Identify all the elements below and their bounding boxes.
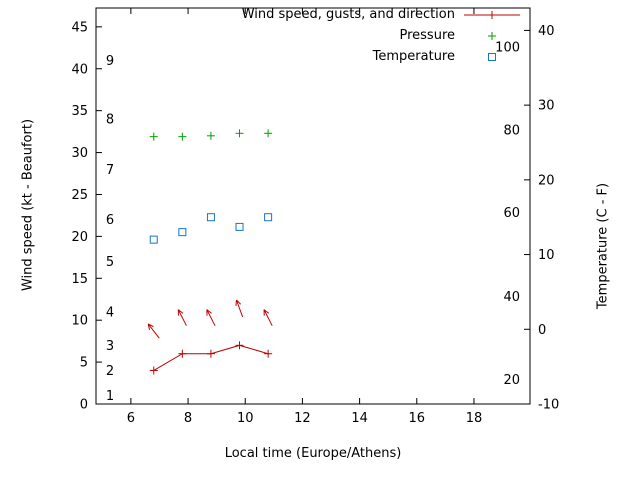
beaufort-label: 6: [106, 213, 114, 228]
left-y-tick-label: 35: [71, 104, 88, 119]
temperature-marker: [235, 222, 244, 231]
x-tick-label: 6: [127, 411, 135, 426]
right-y-axis-label: Temperature (C - F): [595, 182, 611, 310]
legend-item-pressure: Pressure: [399, 28, 455, 43]
right-y-tick-label: 10: [538, 248, 555, 263]
left-y-tick-label: 5: [80, 356, 88, 371]
beaufort-label: 4: [106, 305, 114, 320]
x-tick-label: 16: [409, 411, 426, 426]
x-tick-label: 14: [351, 411, 368, 426]
right-y-tick-label: 20: [538, 173, 555, 188]
beaufort-label: 1: [106, 389, 114, 404]
wind-arrow: [147, 323, 160, 339]
beaufort-label: 8: [106, 113, 114, 128]
right-y-tick-label: 0: [538, 323, 546, 338]
left-y-tick-label: 10: [71, 314, 88, 329]
beaufort-label: 3: [106, 339, 114, 354]
wind-arrow-head: [147, 323, 154, 328]
right-y-tick-label: 40: [538, 24, 555, 39]
plot-border: [95, 7, 531, 405]
legend-item-temperature: Temperature: [372, 49, 455, 64]
x-tick-label: 18: [466, 411, 483, 426]
right-y-tick-label: -10: [538, 398, 559, 413]
fahrenheit-label: 20: [503, 373, 520, 388]
left-y-tick-label: 25: [71, 188, 88, 203]
temperature-marker: [264, 213, 273, 222]
legend-sample-temperature: [488, 53, 496, 61]
wind-arrow-head: [235, 299, 237, 307]
left-y-axis-label: Wind speed (kt - Beaufort): [20, 118, 36, 292]
wind-arrow-head: [206, 309, 212, 314]
left-y-tick-label: 40: [71, 62, 88, 77]
beaufort-label: 2: [106, 364, 114, 379]
left-y-tick-label: 45: [71, 20, 88, 35]
wind-speed-line: [153, 344, 269, 371]
left-y-tick-label: 0: [80, 398, 88, 413]
wind-arrow-head: [147, 323, 151, 330]
wind-arrow: [235, 299, 244, 318]
x-tick-label: 12: [294, 411, 311, 426]
left-y-tick-label: 15: [71, 272, 88, 287]
fahrenheit-label: 60: [503, 206, 520, 221]
left-y-tick-label: 20: [71, 230, 88, 245]
x-tick-label: 8: [184, 411, 192, 426]
beaufort-label: 5: [106, 255, 114, 270]
wind-arrow-head: [263, 309, 270, 314]
fahrenheit-label: 40: [503, 290, 520, 305]
beaufort-label: 9: [106, 54, 114, 69]
beaufort-label: 7: [106, 163, 114, 178]
fahrenheit-label: 100: [495, 40, 520, 55]
right-y-tick-label: 30: [538, 99, 555, 114]
legend-item-wind: Wind speed, gusts, and direction: [241, 7, 455, 22]
wind-arrow: [206, 309, 216, 326]
wind-arrow: [263, 309, 273, 326]
left-y-tick-label: 30: [71, 146, 88, 161]
wind-arrow-head: [177, 309, 184, 314]
fahrenheit-label: 80: [503, 123, 520, 138]
wind-arrow: [177, 309, 187, 326]
x-tick-label: 10: [237, 411, 254, 426]
x-axis-label: Local time (Europe/Athens): [224, 446, 402, 461]
temperature-marker: [149, 235, 158, 244]
temperature-marker: [178, 228, 187, 237]
temperature-marker: [206, 213, 215, 222]
wind-arrow-head: [236, 299, 242, 305]
